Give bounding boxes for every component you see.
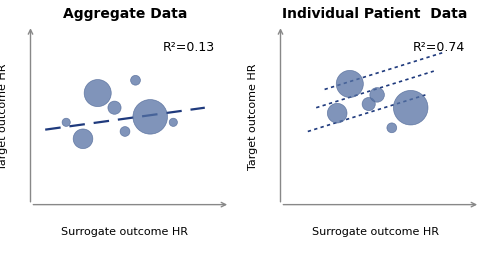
Point (79, 137, 87, 141)
Point (121, 130, 129, 134)
Text: Surrogate outcome HR: Surrogate outcome HR (312, 227, 438, 236)
Text: Surrogate outcome HR: Surrogate outcome HR (62, 227, 188, 236)
Point (406, 106, 414, 110)
Title: Individual Patient  Data: Individual Patient Data (282, 7, 468, 21)
Point (388, 126, 396, 130)
Text: Target outcome HR: Target outcome HR (248, 64, 258, 170)
Point (110, 106, 118, 110)
Point (364, 102, 372, 106)
Point (94, 91, 102, 95)
Point (132, 78, 140, 82)
Point (62, 120, 70, 124)
Point (146, 115, 154, 119)
Text: Target outcome HR: Target outcome HR (0, 64, 8, 170)
Point (170, 120, 177, 124)
Point (346, 82, 354, 86)
Title: Aggregate Data: Aggregate Data (63, 7, 187, 21)
Text: R²=0.13: R²=0.13 (163, 41, 215, 54)
Point (333, 111, 341, 115)
Text: R²=0.74: R²=0.74 (413, 41, 465, 54)
Point (373, 93, 381, 97)
